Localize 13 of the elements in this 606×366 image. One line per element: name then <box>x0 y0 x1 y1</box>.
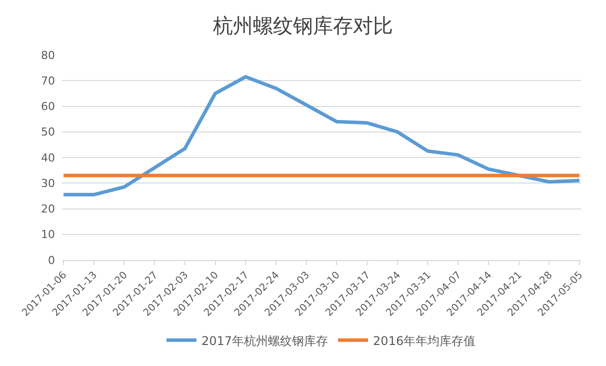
y-tick-label: 40 <box>41 151 55 164</box>
legend-label: 2016年年均库存值 <box>373 334 476 348</box>
y-tick-label: 0 <box>48 254 55 267</box>
y-tick-label: 10 <box>41 228 55 242</box>
y-tick-label: 30 <box>41 176 55 190</box>
line-series <box>62 75 581 196</box>
y-tick-label: 50 <box>41 126 55 139</box>
y-tick-label: 80 <box>41 48 55 62</box>
y-tick-label: 60 <box>41 100 55 114</box>
chart-title: 杭州螺纹钢库存对比 <box>212 13 393 38</box>
y-tick-label: 70 <box>41 74 55 88</box>
y-tick-label: 20 <box>41 202 55 216</box>
legend-label: 2017年杭州螺纹钢库存 <box>202 334 328 348</box>
